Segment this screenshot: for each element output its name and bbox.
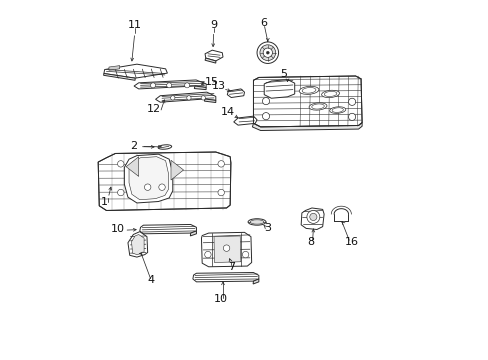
Text: 10: 10: [111, 225, 125, 234]
Polygon shape: [190, 231, 196, 236]
Circle shape: [186, 96, 191, 100]
Circle shape: [266, 51, 269, 54]
Circle shape: [262, 98, 269, 105]
Ellipse shape: [299, 86, 318, 94]
Circle shape: [159, 184, 165, 190]
Polygon shape: [301, 208, 324, 229]
Polygon shape: [131, 234, 144, 255]
Polygon shape: [155, 92, 215, 102]
Polygon shape: [134, 80, 206, 89]
Polygon shape: [252, 123, 362, 131]
Ellipse shape: [331, 108, 343, 112]
Circle shape: [306, 211, 319, 224]
Text: 1: 1: [100, 197, 107, 207]
Polygon shape: [126, 157, 139, 176]
Text: 13: 13: [211, 81, 225, 91]
Ellipse shape: [158, 145, 171, 149]
Circle shape: [348, 113, 355, 121]
Text: 5: 5: [279, 69, 286, 79]
Circle shape: [117, 189, 124, 196]
Circle shape: [144, 184, 151, 190]
Circle shape: [117, 161, 124, 167]
Polygon shape: [204, 58, 215, 63]
Text: 14: 14: [221, 107, 235, 117]
Polygon shape: [109, 66, 120, 70]
Text: 10: 10: [213, 294, 227, 304]
Ellipse shape: [321, 90, 339, 98]
Circle shape: [170, 96, 175, 100]
Polygon shape: [103, 73, 135, 80]
Circle shape: [218, 189, 224, 196]
Polygon shape: [253, 76, 362, 127]
Polygon shape: [264, 80, 294, 98]
Polygon shape: [192, 273, 258, 282]
Ellipse shape: [247, 219, 265, 225]
Ellipse shape: [329, 107, 345, 113]
Ellipse shape: [308, 103, 326, 110]
Polygon shape: [104, 64, 167, 78]
Polygon shape: [194, 86, 206, 90]
Circle shape: [309, 213, 316, 221]
Polygon shape: [253, 279, 258, 284]
Polygon shape: [204, 50, 223, 61]
Polygon shape: [201, 232, 251, 267]
Polygon shape: [98, 152, 230, 211]
Text: 15: 15: [205, 77, 219, 87]
Circle shape: [218, 161, 224, 167]
Text: 9: 9: [210, 20, 217, 30]
Text: 7: 7: [227, 262, 235, 272]
Text: 4: 4: [147, 275, 155, 285]
Polygon shape: [227, 89, 244, 98]
Text: 16: 16: [344, 237, 358, 247]
Polygon shape: [140, 225, 196, 234]
Circle shape: [263, 48, 272, 57]
Polygon shape: [171, 160, 183, 180]
Polygon shape: [233, 116, 257, 125]
Text: 3: 3: [264, 224, 271, 233]
Text: 2: 2: [130, 140, 137, 150]
Polygon shape: [128, 231, 147, 257]
Circle shape: [184, 83, 189, 88]
Circle shape: [223, 245, 229, 251]
Polygon shape: [129, 157, 168, 200]
Circle shape: [262, 113, 269, 120]
Circle shape: [260, 45, 275, 60]
Circle shape: [242, 251, 248, 258]
Circle shape: [348, 98, 355, 105]
Text: 6: 6: [260, 18, 267, 28]
Polygon shape: [204, 99, 215, 103]
Circle shape: [204, 251, 211, 258]
Text: 8: 8: [306, 237, 313, 247]
Text: 12: 12: [147, 104, 161, 114]
Polygon shape: [124, 154, 172, 203]
Circle shape: [150, 83, 155, 88]
Text: 11: 11: [127, 20, 142, 30]
Polygon shape: [214, 236, 241, 262]
Circle shape: [166, 83, 171, 88]
Ellipse shape: [311, 104, 324, 109]
Ellipse shape: [302, 87, 315, 93]
Ellipse shape: [250, 220, 264, 224]
Circle shape: [201, 96, 205, 100]
Circle shape: [257, 42, 278, 63]
Ellipse shape: [324, 91, 336, 96]
